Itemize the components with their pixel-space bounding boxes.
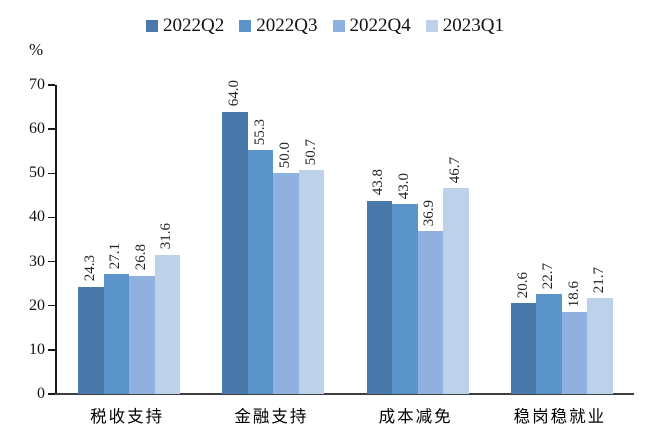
x-category-label-4: 稳岗稳就业	[513, 407, 607, 426]
legend-item-2022q3: 2022Q3	[239, 15, 318, 36]
bar-2023q1-4: 21.7	[587, 267, 613, 394]
bar-2023q1-3: 46.7	[443, 157, 469, 394]
x-category-label-3: 成本减免	[378, 407, 453, 426]
bar-group-1: 24.3 27.1 26.8 31.6	[78, 85, 181, 394]
bar-value-label: 20.6	[514, 271, 531, 299]
y-tick-mark-50	[48, 172, 55, 175]
legend-swatch-2023q1	[425, 19, 438, 32]
bar-value-label: 27.1	[107, 243, 124, 270]
bar-2022q2-1: 24.3	[78, 255, 104, 394]
bar-group-4: 20.6 22.7 18.6 21.7	[510, 85, 613, 394]
bar-group-3: 43.8 43.0 36.9 46.7	[366, 85, 469, 394]
bar-value-label: 24.3	[82, 255, 98, 282]
bar-2022q4-1: 26.8	[129, 244, 155, 394]
legend-swatch-2022q4	[332, 19, 345, 32]
y-tick-label-10: 10	[29, 340, 45, 358]
bar-group-2: 64.0 55.3 50.0 50.7	[222, 80, 325, 394]
bar-2022q3-4: 22.7	[536, 263, 562, 394]
y-tick-label-30: 30	[29, 252, 45, 270]
y-tick-mark-0	[48, 393, 55, 395]
legend-item-2023q1: 2023Q1	[425, 15, 504, 36]
legend-swatch-2022q2	[146, 19, 159, 32]
legend-item-2022q4: 2022Q4	[332, 15, 411, 36]
bar-2022q4-2: 50.0	[273, 142, 299, 394]
bar-2022q2-3: 43.8	[366, 169, 393, 394]
y-tick-label-40: 40	[29, 208, 45, 226]
bar-value-label: 64.0	[226, 80, 243, 107]
bar-2022q3-3: 43.0	[392, 173, 418, 394]
y-axis-tick-marks	[48, 84, 55, 395]
bar-value-label: 43.8	[370, 169, 387, 196]
y-tick-mark-20	[48, 304, 55, 307]
bar-value-label: 21.7	[591, 266, 608, 294]
y-tick-label-50: 50	[29, 164, 45, 182]
legend-label: 2022Q4	[349, 15, 411, 36]
bar-2022q3-2: 55.3	[247, 119, 274, 394]
chart-legend: 2022Q2 2022Q3 2022Q4 2023Q1	[0, 16, 650, 35]
y-tick-mark-70	[48, 84, 55, 86]
bar-2023q1-1: 31.6	[154, 223, 181, 394]
bar-value-label: 50.0	[277, 142, 294, 169]
bar-value-label: 31.6	[158, 223, 175, 250]
bar-2022q3-1: 27.1	[103, 243, 130, 394]
bar-value-label: 22.7	[540, 262, 557, 289]
x-category-label-1: 税收支持	[90, 407, 165, 426]
y-axis-unit-label: %	[29, 40, 44, 59]
y-tick-label-20: 20	[29, 296, 45, 314]
y-tick-label-60: 60	[29, 120, 45, 138]
bar-2022q4-3: 36.9	[417, 200, 444, 394]
legend-swatch-2022q3	[239, 19, 252, 32]
legend-item-2022q2: 2022Q2	[146, 16, 224, 35]
x-axis-line	[55, 392, 634, 395]
bar-2022q2-2: 64.0	[222, 80, 248, 394]
y-tick-mark-30	[48, 260, 55, 263]
legend-label: 2022Q2	[163, 15, 225, 36]
y-tick-mark-40	[48, 216, 55, 219]
legend-label: 2023Q1	[442, 15, 504, 36]
bar-value-label: 26.8	[133, 244, 149, 271]
x-category-label-2: 金融支持	[234, 407, 309, 426]
y-tick-label-0: 0	[37, 385, 45, 402]
bar-2022q4-4: 18.6	[561, 281, 588, 394]
bar-value-label: 50.7	[302, 138, 319, 166]
bar-2023q1-2: 50.7	[298, 139, 325, 394]
bar-2022q2-4: 20.6	[510, 272, 537, 394]
y-tick-mark-60	[48, 128, 55, 130]
legend-label: 2022Q3	[256, 15, 318, 36]
y-tick-mark-10	[48, 349, 55, 351]
bar-value-label: 36.9	[421, 199, 438, 227]
bar-value-label: 55.3	[251, 118, 268, 145]
y-axis-tick-labels: 0 10 20 30 40 50 60 70	[0, 77, 45, 402]
bar-value-label: 43.0	[396, 172, 412, 200]
bar-value-label: 18.6	[565, 280, 582, 307]
plot-area: 24.3 27.1 26.8 31.6 64.0 55.3 50.0 50.7 43.8 43.0…	[55, 80, 634, 395]
bar-value-label: 46.7	[447, 156, 463, 183]
y-tick-label-70: 70	[29, 76, 45, 93]
